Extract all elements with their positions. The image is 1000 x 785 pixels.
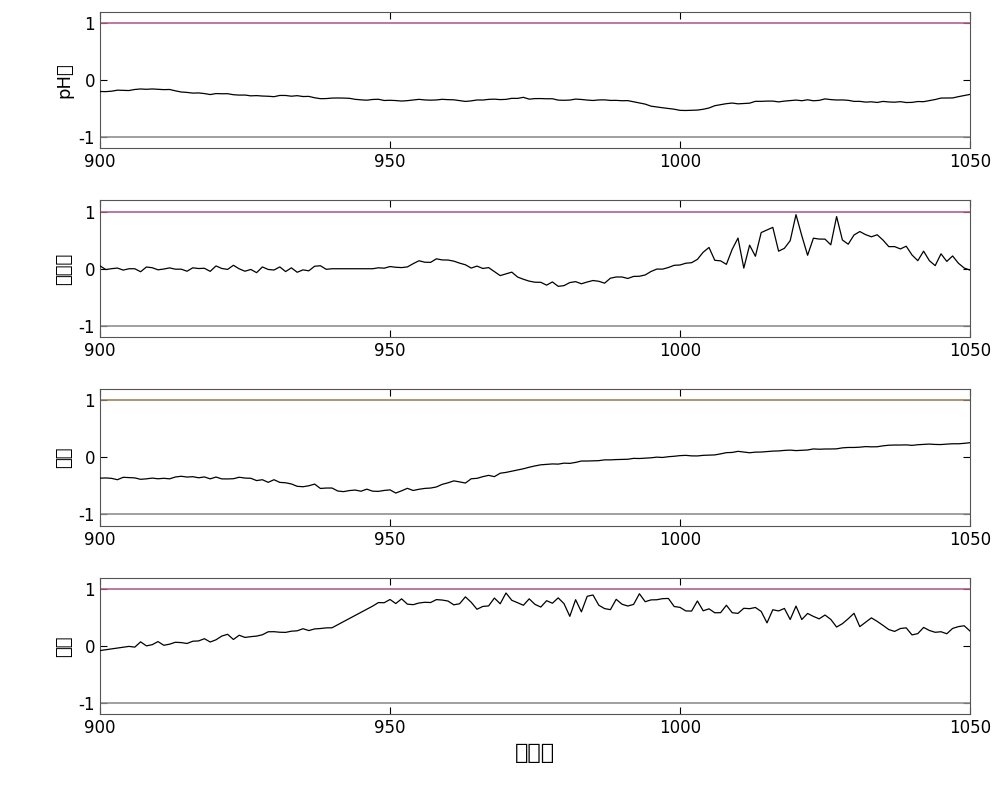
Y-axis label: pH值: pH值 — [55, 62, 73, 98]
Y-axis label: 浊度: 浊度 — [55, 635, 73, 657]
Y-axis label: 耗氧量: 耗氧量 — [55, 253, 73, 285]
X-axis label: 采样点: 采样点 — [515, 743, 555, 763]
Y-axis label: 水温: 水温 — [55, 447, 73, 468]
